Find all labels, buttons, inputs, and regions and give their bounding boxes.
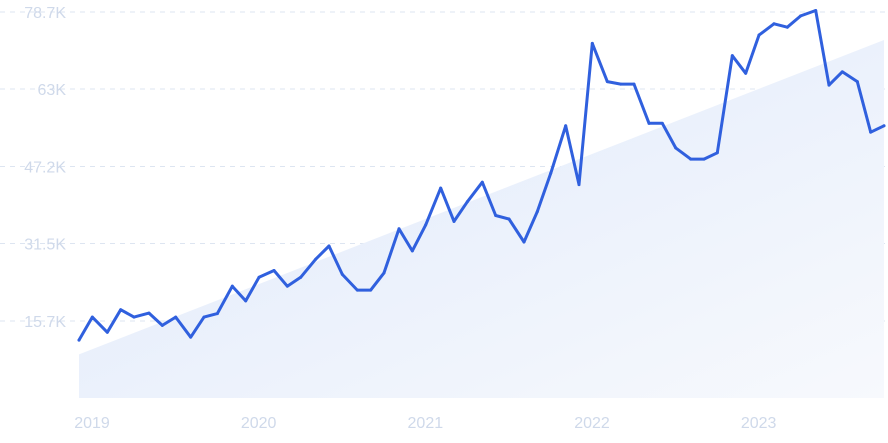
data-points — [77, 9, 886, 342]
data-point[interactable] — [715, 151, 719, 155]
data-point[interactable] — [564, 124, 568, 128]
data-point[interactable] — [160, 323, 164, 327]
data-point[interactable] — [382, 271, 386, 275]
data-point[interactable] — [814, 9, 818, 13]
data-point[interactable] — [882, 124, 886, 128]
data-point[interactable] — [772, 22, 776, 26]
data-point[interactable] — [257, 275, 261, 279]
data-point[interactable] — [272, 268, 276, 272]
trend-band — [79, 39, 884, 399]
data-point[interactable] — [452, 219, 456, 223]
data-point[interactable] — [397, 227, 401, 231]
y-tick-label: 47.2K — [24, 159, 66, 176]
data-point[interactable] — [674, 146, 678, 150]
data-point[interactable] — [424, 223, 428, 227]
y-tick-label: 15.7K — [24, 314, 66, 331]
x-tick-label: 2019 — [74, 415, 110, 432]
data-point[interactable] — [410, 249, 414, 253]
data-point[interactable] — [77, 338, 81, 342]
data-point[interactable] — [327, 244, 331, 248]
data-point[interactable] — [785, 25, 789, 29]
data-point[interactable] — [369, 288, 373, 292]
data-point[interactable] — [535, 210, 539, 214]
data-point[interactable] — [632, 82, 636, 86]
data-point[interactable] — [827, 83, 831, 87]
data-point[interactable] — [577, 183, 581, 187]
data-point[interactable] — [285, 284, 289, 288]
data-point[interactable] — [757, 33, 761, 37]
data-point[interactable] — [689, 157, 693, 161]
data-point[interactable] — [522, 240, 526, 244]
data-point[interactable] — [855, 80, 859, 84]
data-point[interactable] — [799, 14, 803, 18]
data-point[interactable] — [244, 299, 248, 303]
data-point[interactable] — [174, 315, 178, 319]
x-tick-label: 2023 — [741, 415, 777, 432]
data-point[interactable] — [465, 200, 469, 204]
data-point[interactable] — [119, 308, 123, 312]
data-point[interactable] — [507, 217, 511, 221]
y-axis-ticks: 15.7K 31.5K 47.2K 63K 78.7K — [24, 5, 66, 331]
y-tick-label: 31.5K — [24, 237, 66, 254]
data-point[interactable] — [132, 315, 136, 319]
data-point[interactable] — [730, 54, 734, 58]
y-tick-label: 78.7K — [24, 5, 66, 22]
data-point[interactable] — [215, 312, 219, 316]
data-point[interactable] — [314, 257, 318, 261]
data-point[interactable] — [230, 284, 234, 288]
x-tick-label: 2020 — [241, 415, 277, 432]
data-point[interactable] — [840, 70, 844, 74]
data-point[interactable] — [147, 311, 151, 315]
data-point[interactable] — [355, 288, 359, 292]
data-point[interactable] — [744, 71, 748, 75]
data-point[interactable] — [105, 330, 109, 334]
x-tick-label: 2022 — [574, 415, 610, 432]
y-tick-label: 63K — [38, 82, 67, 99]
x-tick-label: 2021 — [408, 415, 444, 432]
data-point[interactable] — [480, 180, 484, 184]
data-point[interactable] — [590, 41, 594, 45]
data-point[interactable] — [189, 335, 193, 339]
trend-band-area — [79, 39, 884, 399]
data-point[interactable] — [605, 80, 609, 84]
data-point[interactable] — [494, 214, 498, 218]
data-point[interactable] — [202, 315, 206, 319]
data-point[interactable] — [549, 171, 553, 175]
data-point[interactable] — [869, 130, 873, 134]
data-point[interactable] — [647, 121, 651, 125]
data-point[interactable] — [90, 315, 94, 319]
x-axis-ticks: 2019 2020 2021 2022 2023 — [74, 415, 776, 432]
data-point[interactable] — [340, 272, 344, 276]
data-point[interactable] — [299, 275, 303, 279]
data-point[interactable] — [619, 82, 623, 86]
data-point[interactable] — [660, 121, 664, 125]
data-point[interactable] — [439, 186, 443, 190]
data-point[interactable] — [702, 157, 706, 161]
